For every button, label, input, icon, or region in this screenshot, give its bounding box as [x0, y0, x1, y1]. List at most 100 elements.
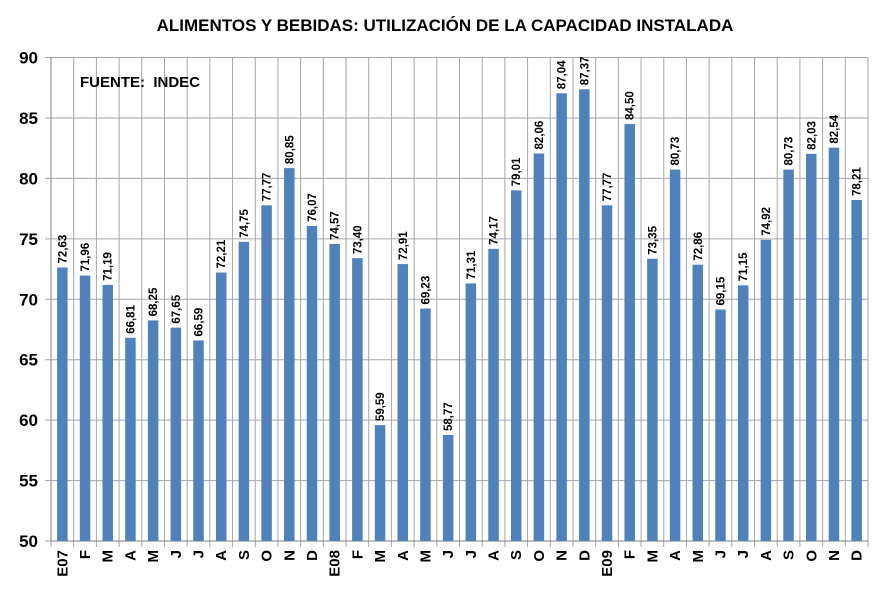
x-tick-label: N [826, 550, 843, 561]
data-label: 71,19 [103, 252, 115, 281]
data-labels: 72,63 71,96 71,19 66,81 68,25 67,65 66,59 72,21… [57, 57, 863, 431]
x-tick-label: M [644, 550, 661, 563]
bar [193, 340, 204, 541]
bar [510, 190, 522, 542]
x-tick-label: J [191, 550, 208, 558]
y-axis: 50 55 60 65 70 75 80 85 90 [19, 49, 38, 552]
x-tick-label: E07 [54, 550, 71, 577]
bar [170, 327, 182, 541]
bar [57, 267, 68, 541]
data-label: 79,01 [511, 157, 523, 186]
bar [261, 205, 272, 541]
data-label: 78,21 [852, 167, 864, 196]
data-label: 87,04 [557, 60, 569, 89]
bar [125, 337, 136, 541]
x-tick-label: F [349, 550, 366, 559]
data-label: 80,85 [284, 135, 296, 164]
data-label: 72,86 [693, 232, 705, 261]
bar [147, 320, 159, 541]
data-label: 59,59 [375, 392, 387, 421]
x-tick-label: E09 [599, 550, 616, 577]
x-tick-label: S [236, 550, 253, 560]
x-tick-label: E08 [327, 550, 344, 577]
data-label: 71,96 [80, 243, 92, 272]
source-annotation: FUENTE: INDEC [80, 74, 200, 91]
x-tick-label: M [690, 550, 707, 563]
bar [669, 169, 681, 541]
data-label: 74,57 [330, 211, 342, 240]
y-tick-label: 50 [19, 532, 38, 551]
data-label: 71,31 [466, 250, 478, 279]
bar [601, 205, 613, 541]
x-tick-label: O [259, 550, 276, 562]
bar [579, 89, 590, 541]
bar [329, 244, 340, 541]
data-label: 82,06 [534, 121, 546, 150]
x-tick-label: A [667, 550, 684, 561]
grid [45, 57, 869, 547]
bar [828, 147, 840, 542]
data-label: 74,75 [239, 208, 251, 237]
data-label: 71,15 [738, 252, 750, 281]
data-label: 69,15 [715, 276, 727, 305]
data-label: 67,65 [171, 294, 183, 323]
x-axis: E07 F M A M J J A S O N D E08 F M A M J J A S O N D E09 F M A M J J A S O… [54, 550, 865, 577]
y-tick-label: 90 [19, 49, 38, 68]
data-label: 82,03 [806, 121, 818, 150]
bar [352, 258, 363, 541]
data-label: 73,35 [647, 225, 659, 254]
bar [442, 434, 454, 541]
x-tick-label: J [712, 550, 729, 558]
bar [851, 200, 862, 541]
x-tick-label: M [417, 550, 434, 563]
data-label: 66,59 [194, 308, 206, 337]
x-tick-label: S [508, 550, 525, 560]
bar [215, 272, 227, 541]
data-label: 72,63 [57, 235, 69, 264]
bar [420, 308, 431, 541]
data-label: 76,07 [307, 193, 319, 222]
data-label: 84,50 [625, 91, 637, 120]
x-tick-label: M [372, 550, 389, 563]
data-label: 69,23 [420, 276, 432, 305]
bar [284, 168, 295, 541]
bar [556, 93, 567, 542]
data-label: 74,92 [761, 207, 773, 236]
bars [57, 89, 862, 542]
bar [783, 169, 794, 541]
data-label: 58,77 [443, 402, 455, 431]
x-tick-label: A [758, 550, 775, 561]
bar [397, 264, 409, 541]
data-label: 74,17 [489, 216, 501, 245]
bar [647, 258, 658, 541]
data-label: 73,40 [352, 225, 364, 254]
x-tick-label: J [168, 550, 185, 558]
y-tick-label: 75 [19, 230, 38, 249]
x-tick-label: F [77, 550, 94, 559]
x-tick-label: J [463, 550, 480, 558]
bar [465, 283, 477, 541]
bar [374, 425, 386, 541]
x-tick-label: D [304, 550, 321, 561]
bar [760, 239, 772, 542]
bar [737, 285, 749, 541]
x-tick-label: O [803, 550, 820, 562]
bar [102, 284, 113, 541]
y-tick-label: 60 [19, 411, 38, 430]
data-label: 72,91 [398, 231, 410, 260]
x-tick-label: A [486, 550, 503, 561]
bar [692, 264, 704, 541]
x-tick-label: O [531, 550, 548, 562]
bar [238, 241, 250, 541]
x-tick-label: A [122, 550, 139, 561]
bar [79, 275, 91, 541]
bar [624, 123, 635, 541]
data-label: 77,77 [602, 173, 614, 202]
y-tick-label: 55 [19, 472, 38, 491]
data-label: 82,54 [829, 114, 841, 143]
data-label: 87,37 [579, 57, 591, 86]
y-tick-label: 70 [19, 290, 38, 309]
bar [488, 248, 499, 541]
data-label: 68,25 [148, 287, 160, 316]
